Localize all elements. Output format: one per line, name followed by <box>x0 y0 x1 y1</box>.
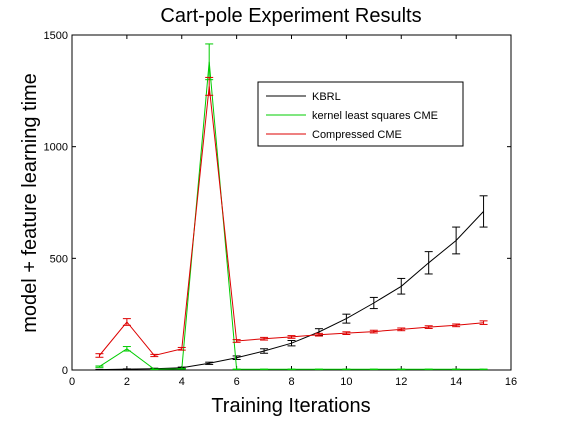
legend: KBRL kernel least squares CME Compressed C… <box>257 81 464 147</box>
series-layer <box>95 43 488 371</box>
legend-box <box>257 81 464 147</box>
x-axis-label: Training Iterations <box>211 395 370 417</box>
y-tick-label: 1500 <box>44 30 68 42</box>
x-tick-label: 0 <box>69 376 75 388</box>
x-tick-label: 10 <box>340 376 352 388</box>
y-tick-label: 0 <box>62 365 68 377</box>
axis-ticks: 0 2 4 6 8 10 12 14 16 0 500 1000 1500 <box>44 30 518 388</box>
y-axis-label: model + feature learning time <box>19 73 41 333</box>
y-tick-label: 1000 <box>44 142 68 154</box>
x-tick-label: 6 <box>234 376 240 388</box>
series-1 <box>95 43 488 371</box>
series-2 <box>95 76 488 358</box>
y-tick-label: 500 <box>50 253 68 265</box>
x-tick-label: 2 <box>124 376 130 388</box>
legend-label: KBRL <box>312 91 341 103</box>
chart-title: Cart-pole Experiment Results <box>160 5 421 27</box>
x-tick-label: 4 <box>179 376 185 388</box>
x-tick-label: 16 <box>505 376 517 388</box>
series-0 <box>95 195 488 371</box>
legend-label: Compressed CME <box>312 129 402 141</box>
legend-label: kernel least squares CME <box>312 110 438 122</box>
x-tick-label: 12 <box>395 376 407 388</box>
x-tick-label: 14 <box>450 376 462 388</box>
x-tick-label: 8 <box>288 376 294 388</box>
